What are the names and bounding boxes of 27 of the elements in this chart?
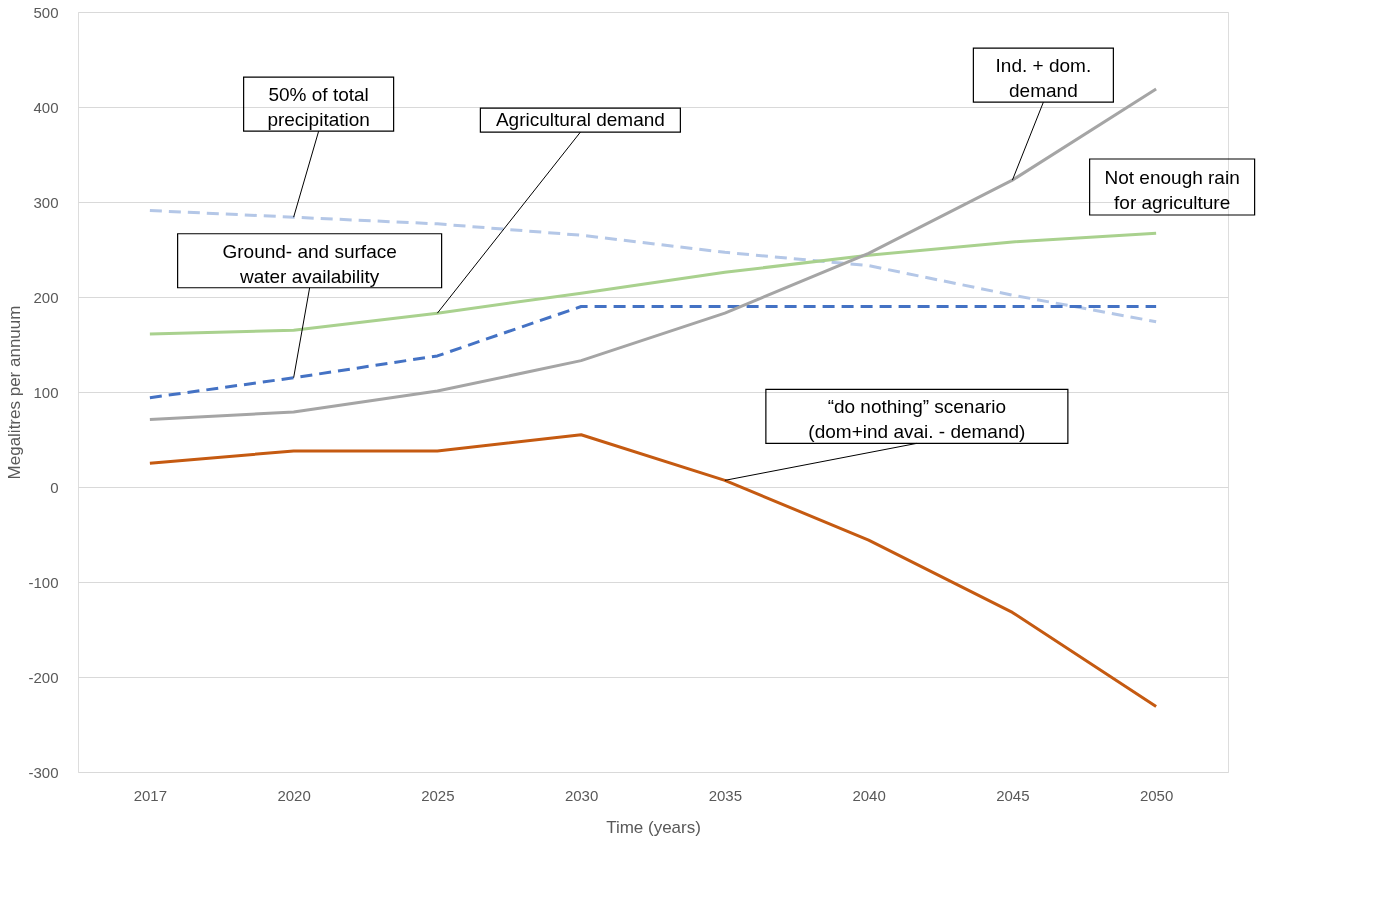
x-tick-label: 2020 — [277, 786, 311, 804]
y-axis-title: Megalitres per annuum — [5, 305, 25, 480]
x-tick-label: 2045 — [996, 786, 1030, 804]
annotation: Agricultural demand — [495, 109, 665, 131]
line-series — [148, 305, 1158, 400]
y-tick-label: -100 — [28, 573, 59, 591]
x-axis-title: Time (years) — [606, 817, 701, 837]
y-tick-label: 500 — [33, 3, 59, 21]
y-tick-label: 200 — [33, 288, 59, 306]
line-series — [148, 231, 1158, 336]
x-tick-label: 2035 — [708, 786, 743, 804]
x-tick-label: 2050 — [1139, 786, 1174, 804]
x-tick-label: 2030 — [564, 786, 599, 804]
y-tick-label: 400 — [33, 98, 59, 116]
x-tick-label: 2040 — [852, 786, 886, 804]
y-tick-label: -300 — [28, 763, 59, 781]
annotation: Not enough rain for agriculture — [1104, 167, 1240, 213]
y-tick-label: 300 — [33, 193, 59, 211]
y-tick-label: 100 — [33, 383, 59, 401]
annotation: Ind. + dom. demand — [995, 55, 1092, 102]
y-tick-label: -200 — [28, 668, 59, 686]
annotation: “do nothing” scenario (dom+ind avai. - demand) — [808, 396, 1026, 443]
x-tick-label: 2017 — [133, 786, 168, 804]
x-tick-label: 2025 — [421, 786, 455, 804]
annotation: Ground- and surface water availability — [222, 240, 397, 287]
annotation: 50% of total precipitation — [267, 84, 370, 131]
y-tick-label: 0 — [50, 478, 59, 496]
